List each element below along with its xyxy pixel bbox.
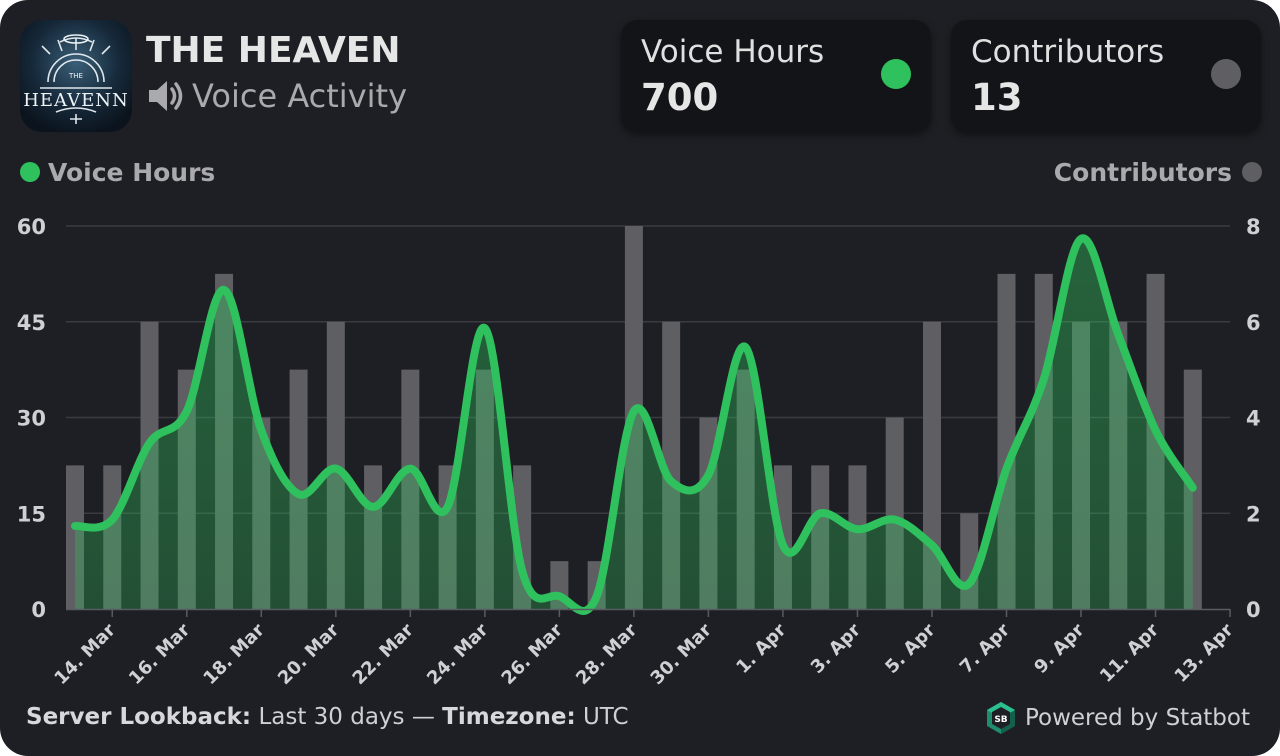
contributors-color-dot xyxy=(1211,59,1241,89)
y-left-tick-label: 45 xyxy=(17,311,46,335)
y-left-tick-label: 0 xyxy=(31,598,46,622)
powered-by-statbot[interactable]: SB Powered by Statbot xyxy=(985,700,1250,736)
x-tick-label: 30. Mar xyxy=(647,620,716,689)
x-tick-label: 22. Mar xyxy=(349,620,418,689)
chart-subtitle: Voice Activity xyxy=(146,76,407,116)
voice-hours-color-dot xyxy=(881,59,911,89)
legend-contributors-dot xyxy=(1242,162,1262,182)
logo-wordmark: HEAVENN xyxy=(23,90,129,111)
legend-voice-hours-dot xyxy=(20,162,40,182)
contributors-stat-value: 13 xyxy=(971,76,1023,119)
y-left-tick-label: 60 xyxy=(17,215,46,239)
y-left-tick-label: 30 xyxy=(17,407,46,431)
contributors-stat-card: Contributors 13 xyxy=(951,20,1261,132)
server-name: THE HEAVEN xyxy=(146,30,401,71)
legend-contributors-label: Contributors xyxy=(1053,157,1232,187)
speaker-icon xyxy=(149,81,183,111)
voice-activity-chart: 0 15 30 45 60 0 2 4 6 8 14. Mar 16. Mar 18. Mar 20. M… xyxy=(17,215,1261,689)
x-tick-label: 16. Mar xyxy=(125,620,194,689)
svg-text:SB: SB xyxy=(994,715,1007,725)
x-tick-label: 9. Apr xyxy=(1030,620,1088,678)
timezone-label: Timezone: xyxy=(442,704,576,730)
x-tick-label: 13. Apr xyxy=(1171,620,1238,687)
legend-voice-hours-label: Voice Hours xyxy=(48,157,216,187)
y-right-tick-label: 0 xyxy=(1246,598,1261,622)
voice-hours-line xyxy=(71,234,1197,615)
x-tick-label: 26. Mar xyxy=(498,620,567,689)
statbot-logo-icon: SB xyxy=(986,702,1015,734)
x-tick-label: 24. Mar xyxy=(423,620,492,689)
x-tick-label: 28. Mar xyxy=(572,620,641,689)
footer-separator: — xyxy=(411,704,435,730)
x-tick-label: 5. Apr xyxy=(881,620,939,678)
x-tick-label: 1. Apr xyxy=(732,620,790,678)
lookback-label: Server Lookback: xyxy=(26,704,252,730)
legend-contributors[interactable]: Contributors xyxy=(1054,156,1262,188)
x-tick-label: 14. Mar xyxy=(50,620,119,689)
contributors-stat-label: Contributors xyxy=(971,34,1165,70)
logo-the: THE xyxy=(68,72,83,80)
legend-voice-hours[interactable]: Voice Hours xyxy=(20,156,215,188)
lookback-value: Last 30 days xyxy=(258,704,405,730)
voice-hours-stat-value: 700 xyxy=(641,76,719,119)
timezone-value: UTC xyxy=(582,704,629,730)
footer-lookback-info: Server Lookback: Last 30 days — Timezone… xyxy=(26,704,629,730)
x-tick-label: 3. Apr xyxy=(807,620,865,678)
voice-hours-stat-card: Voice Hours 700 xyxy=(621,20,931,132)
x-tick-label: 7. Apr xyxy=(956,620,1014,678)
powered-by-text: Powered by Statbot xyxy=(1024,705,1250,731)
voice-hours-area xyxy=(75,238,1193,611)
y-left-tick-label: 15 xyxy=(17,502,46,526)
y-right-tick-label: 6 xyxy=(1246,311,1261,335)
y-right-tick-label: 2 xyxy=(1246,502,1261,526)
subtitle-text: Voice Activity xyxy=(192,77,407,115)
y-right-tick-label: 4 xyxy=(1246,407,1261,431)
x-tick-label: 11. Apr xyxy=(1096,620,1163,687)
x-tick-label: 20. Mar xyxy=(274,620,343,689)
x-tick-label: 18. Mar xyxy=(199,620,268,689)
heaven-logo-icon: HEAVENN THE xyxy=(20,20,132,132)
y-right-tick-label: 8 xyxy=(1246,215,1261,239)
voice-hours-stat-label: Voice Hours xyxy=(641,34,825,70)
server-logo: HEAVENN THE xyxy=(20,20,132,132)
